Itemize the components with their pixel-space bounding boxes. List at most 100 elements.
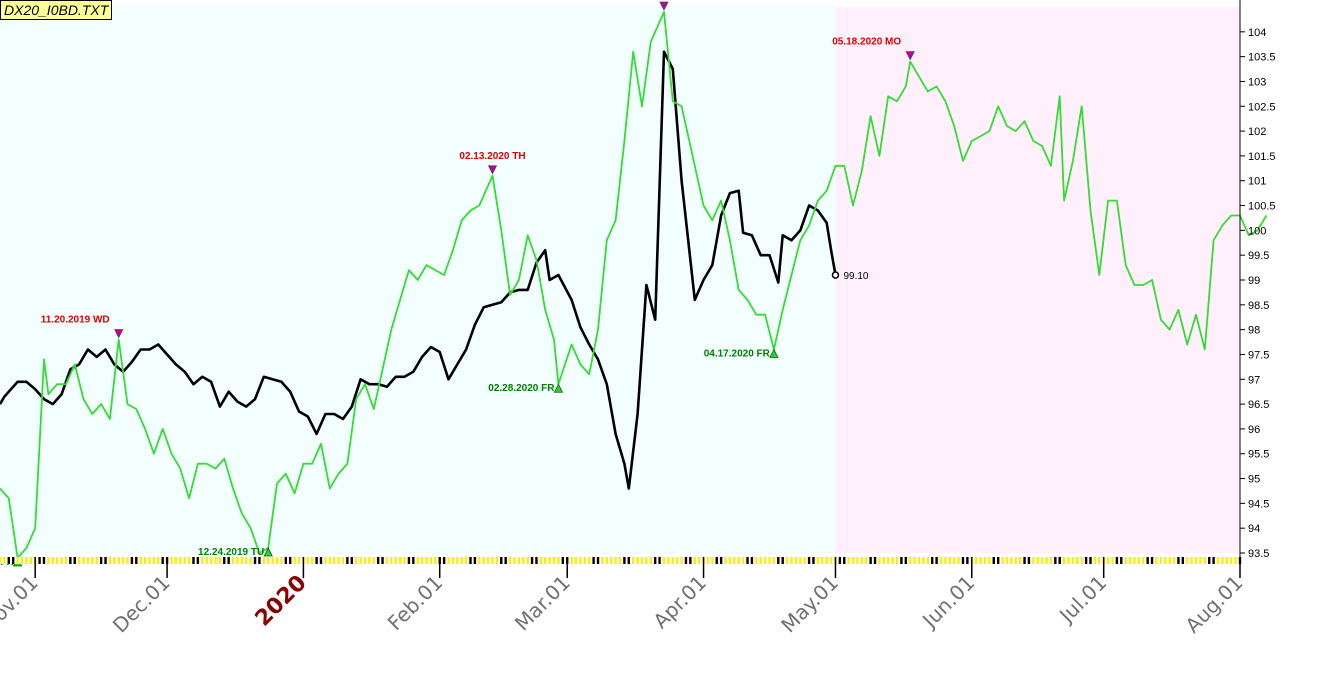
weekend-tick xyxy=(161,557,164,564)
weekday-tick xyxy=(385,557,389,564)
weekday-tick xyxy=(913,557,916,564)
weekday-tick xyxy=(478,557,481,564)
y-tick-label: 103 xyxy=(1248,76,1266,88)
weekday-tick xyxy=(944,557,947,564)
weekend-tick xyxy=(719,557,723,564)
weekday-tick xyxy=(636,557,639,564)
weekend-tick xyxy=(961,557,965,564)
weekday-tick xyxy=(297,557,301,564)
weekday-tick xyxy=(552,557,556,564)
weekend-tick xyxy=(689,557,692,564)
weekday-tick xyxy=(51,557,54,564)
weekday-tick xyxy=(0,557,2,564)
y-tick-label: 100 xyxy=(1248,225,1266,237)
weekend-tick xyxy=(715,557,718,564)
weekday-tick xyxy=(201,557,204,564)
weekday-tick xyxy=(363,557,367,564)
weekday-tick xyxy=(645,557,648,564)
weekday-tick xyxy=(851,557,855,564)
weekday-tick xyxy=(952,557,956,564)
weekday-tick xyxy=(1018,557,1022,564)
weekday-tick xyxy=(865,557,868,564)
weekday-tick xyxy=(29,557,32,564)
weekday-tick xyxy=(1230,557,1233,564)
peak-label: 02.13.2020 TH xyxy=(459,151,525,162)
weekend-tick xyxy=(535,557,538,564)
weekend-tick xyxy=(407,557,411,564)
month-label: Mar.01 xyxy=(510,571,575,636)
weekday-tick xyxy=(359,557,362,564)
weekday-tick xyxy=(508,557,512,564)
weekday-tick xyxy=(434,557,437,564)
weekday-tick xyxy=(121,557,125,564)
weekend-tick xyxy=(1177,557,1180,564)
weekday-tick xyxy=(267,557,270,564)
weekday-tick xyxy=(148,557,151,564)
weekday-tick xyxy=(451,557,455,564)
y-tick-label: 96.5 xyxy=(1248,399,1269,411)
weekend-tick xyxy=(412,557,415,564)
weekend-tick xyxy=(73,557,76,564)
weekday-tick xyxy=(878,557,881,564)
weekend-tick xyxy=(684,557,688,564)
weekend-tick xyxy=(1054,557,1057,564)
month-label: Nov.01 xyxy=(0,571,43,637)
weekday-tick xyxy=(557,557,560,564)
weekday-tick xyxy=(337,557,340,564)
y-tick-label: 103.5 xyxy=(1248,52,1276,64)
weekday-tick xyxy=(1194,557,1198,564)
weekday-tick xyxy=(706,557,710,564)
month-label: Jul.01 xyxy=(1053,571,1111,629)
y-tick-label: 95.5 xyxy=(1248,449,1269,461)
weekday-tick xyxy=(610,557,613,564)
series-line-actual xyxy=(0,50,837,490)
weekend-tick xyxy=(1084,557,1088,564)
weekday-tick xyxy=(539,557,543,564)
weekday-tick xyxy=(179,557,182,564)
weekend-tick xyxy=(1208,557,1211,564)
weekend-tick xyxy=(1115,557,1119,564)
weekday-tick xyxy=(394,557,397,564)
weekend-tick xyxy=(750,557,754,564)
weekday-tick xyxy=(1062,557,1066,564)
y-tick-label: 95 xyxy=(1248,474,1260,486)
y-tick-label: 100.5 xyxy=(1248,201,1276,213)
weekday-tick xyxy=(368,557,371,564)
weekday-tick xyxy=(926,557,930,564)
weekday-tick xyxy=(1199,557,1202,564)
weekday-tick xyxy=(324,557,327,564)
weekday-tick xyxy=(1001,557,1004,564)
weekend-tick xyxy=(11,557,15,564)
weekday-tick xyxy=(16,557,19,564)
weekday-tick xyxy=(1080,557,1083,564)
trough-label: 02.28.2020 FR xyxy=(488,383,555,394)
weekday-tick xyxy=(601,557,604,564)
weekday-tick xyxy=(293,557,296,564)
weekday-tick xyxy=(236,557,239,564)
weekday-tick xyxy=(60,557,63,564)
weekday-tick xyxy=(275,557,279,564)
weekday-tick xyxy=(605,557,609,564)
weekday-tick xyxy=(1045,557,1048,564)
weekend-tick xyxy=(69,557,72,564)
weekend-tick xyxy=(258,557,261,564)
weekend-tick xyxy=(1120,557,1123,564)
weekday-tick xyxy=(447,557,450,564)
y-tick-label: 101 xyxy=(1248,176,1266,188)
weekend-tick xyxy=(935,557,938,564)
peak-marker xyxy=(905,51,915,61)
weekend-tick xyxy=(623,557,626,564)
weekday-tick xyxy=(825,557,828,564)
weekday-tick xyxy=(1234,557,1237,564)
series-line-forecast xyxy=(0,11,1268,559)
weekday-tick xyxy=(214,557,217,564)
weekday-tick xyxy=(887,557,890,564)
weekday-tick xyxy=(1225,557,1229,564)
weekday-tick xyxy=(948,557,951,564)
weekend-tick xyxy=(284,557,288,564)
peak-label: 05.18.2020 MO xyxy=(832,37,901,48)
weekday-tick xyxy=(697,557,701,564)
weekend-tick xyxy=(289,557,292,564)
weekday-tick xyxy=(979,557,982,564)
weekday-tick xyxy=(548,557,551,564)
